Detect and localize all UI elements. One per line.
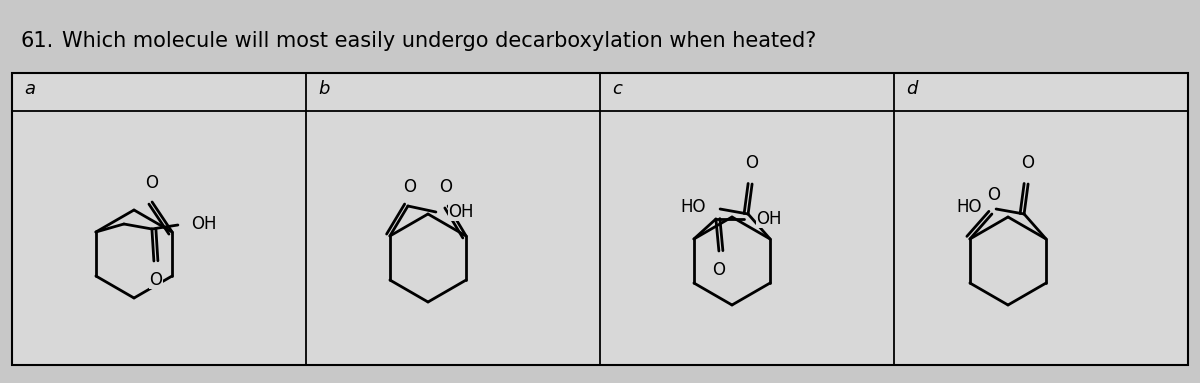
Text: a: a [24, 80, 35, 98]
Text: O: O [145, 174, 158, 192]
Text: OH: OH [191, 215, 216, 233]
Text: HO: HO [680, 198, 706, 216]
Text: HO: HO [956, 198, 982, 216]
Text: O: O [988, 186, 1001, 204]
Text: O: O [1021, 154, 1034, 172]
Bar [12, 73, 1188, 365]
Text: O: O [745, 154, 758, 172]
Text: OH: OH [756, 210, 781, 228]
Text: O: O [439, 178, 452, 196]
Text: O: O [149, 271, 162, 289]
Text: O: O [713, 261, 725, 279]
Text: c: c [612, 80, 622, 98]
Text: d: d [906, 80, 917, 98]
Text: O: O [403, 178, 416, 196]
Text: Which molecule will most easily undergo decarboxylation when heated?: Which molecule will most easily undergo … [62, 31, 816, 51]
Text: OH: OH [448, 203, 473, 221]
Text: b: b [318, 80, 329, 98]
Text: 61.: 61. [20, 31, 53, 51]
